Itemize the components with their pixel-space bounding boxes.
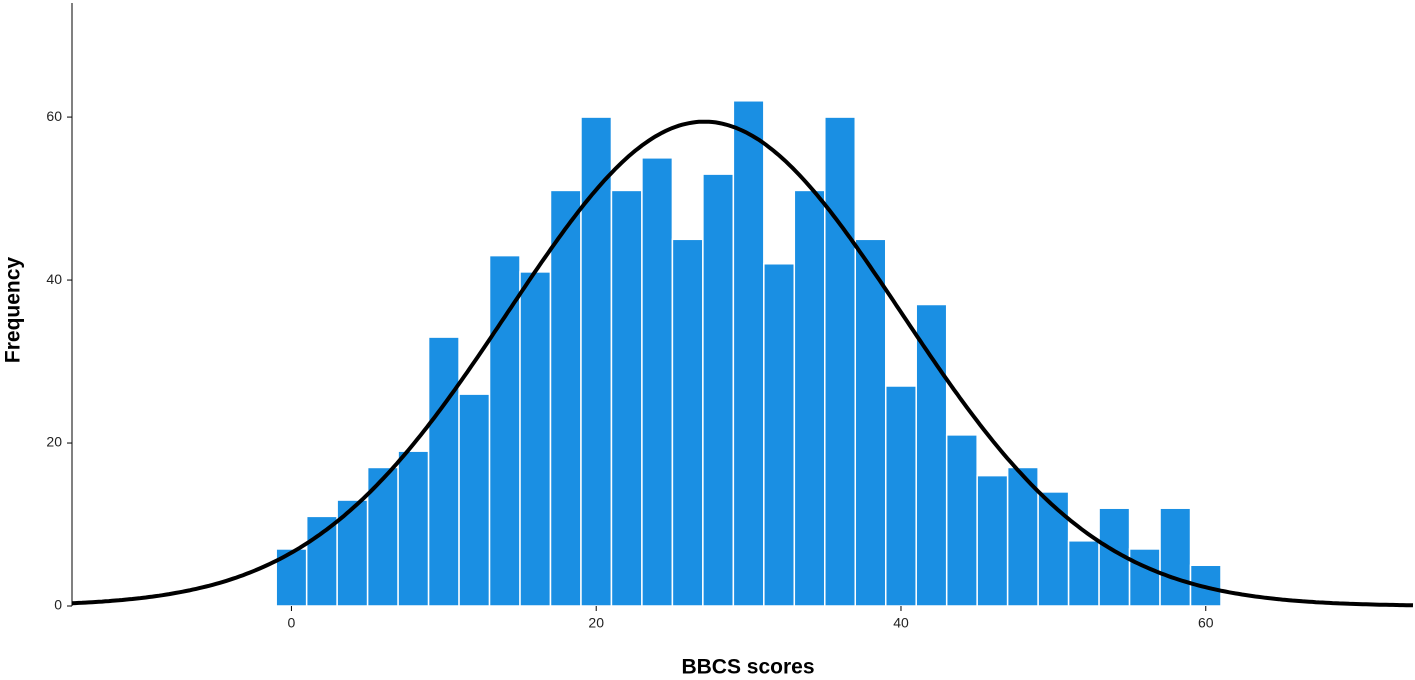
bar: [1037, 491, 1070, 607]
x-tick-label: 40: [893, 615, 909, 631]
bar: [1159, 507, 1192, 607]
bar: [427, 336, 460, 607]
bar: [702, 173, 735, 607]
bar: [1006, 466, 1039, 607]
bar: [397, 450, 430, 607]
y-tick-label: 60: [46, 108, 62, 124]
y-tick-label: 40: [46, 271, 62, 287]
x-tick-label: 0: [288, 615, 296, 631]
bar: [884, 385, 917, 607]
normal-curve: [71, 119, 1414, 608]
bar: [671, 238, 704, 607]
bar: [610, 189, 643, 607]
bar: [458, 393, 491, 607]
bar: [732, 100, 765, 607]
y-tick-label: 20: [46, 434, 62, 450]
bar: [1128, 548, 1161, 607]
bar: [915, 303, 948, 607]
bar: [976, 474, 1009, 607]
y-tick-label: 0: [54, 597, 62, 613]
bar: [793, 189, 826, 607]
x-tick-label: 60: [1198, 615, 1214, 631]
bar: [305, 515, 338, 607]
bar: [519, 271, 552, 607]
y-axis-title: Frequency: [2, 257, 25, 364]
bar: [549, 189, 582, 607]
bar: [488, 254, 521, 607]
x-axis-title: BBCS scores: [681, 656, 814, 679]
x-tick-label: 20: [588, 615, 604, 631]
bar: [824, 116, 857, 607]
bar: [854, 238, 887, 607]
bar: [641, 157, 674, 607]
bar: [945, 434, 978, 607]
bar: [1067, 540, 1100, 607]
bar: [763, 263, 796, 607]
